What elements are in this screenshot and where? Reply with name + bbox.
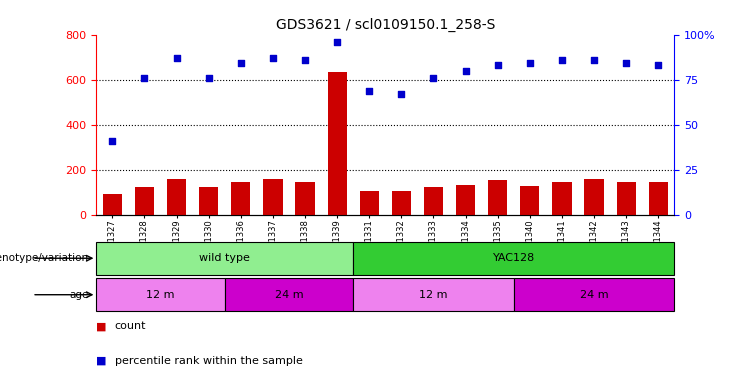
Bar xyxy=(392,191,411,215)
Text: ■: ■ xyxy=(96,321,107,331)
Point xyxy=(396,91,408,97)
Point xyxy=(203,75,215,81)
Bar xyxy=(520,186,539,215)
Point xyxy=(620,60,632,66)
Text: wild type: wild type xyxy=(199,253,250,263)
Text: 12 m: 12 m xyxy=(146,290,175,300)
Point xyxy=(363,88,375,94)
Text: 24 m: 24 m xyxy=(275,290,303,300)
Bar xyxy=(585,179,604,215)
Point xyxy=(652,62,664,68)
Point xyxy=(556,57,568,63)
Bar xyxy=(424,187,443,215)
Bar xyxy=(103,194,122,215)
Point xyxy=(331,39,343,45)
Bar xyxy=(617,182,636,215)
Text: 12 m: 12 m xyxy=(419,290,448,300)
Point xyxy=(139,75,150,81)
Bar xyxy=(96,278,225,311)
Text: YAC128: YAC128 xyxy=(493,253,535,263)
Title: GDS3621 / scl0109150.1_258-S: GDS3621 / scl0109150.1_258-S xyxy=(276,18,495,32)
Bar xyxy=(96,242,353,275)
Point xyxy=(524,60,536,66)
Point xyxy=(299,57,311,63)
Bar xyxy=(135,187,154,215)
Bar xyxy=(263,179,282,215)
Text: ■: ■ xyxy=(96,356,107,366)
Point xyxy=(459,68,471,74)
Point xyxy=(267,55,279,61)
Bar xyxy=(353,242,674,275)
Point xyxy=(235,60,247,66)
Bar xyxy=(296,182,315,215)
Text: count: count xyxy=(115,321,147,331)
Point xyxy=(428,75,439,81)
Point xyxy=(492,62,504,68)
Bar xyxy=(199,187,219,215)
Point xyxy=(588,57,600,63)
Text: genotype/variation: genotype/variation xyxy=(0,253,89,263)
Bar xyxy=(225,278,353,311)
Point xyxy=(107,138,119,144)
Text: 24 m: 24 m xyxy=(579,290,608,300)
Bar xyxy=(231,182,250,215)
Text: age: age xyxy=(70,290,89,300)
Bar xyxy=(167,179,186,215)
Bar xyxy=(456,185,475,215)
Bar xyxy=(488,180,508,215)
Bar xyxy=(648,182,668,215)
Text: percentile rank within the sample: percentile rank within the sample xyxy=(115,356,303,366)
Bar xyxy=(359,191,379,215)
Bar xyxy=(552,182,571,215)
Point xyxy=(170,55,182,61)
Bar xyxy=(514,278,674,311)
Bar xyxy=(328,72,347,215)
Bar xyxy=(353,278,514,311)
